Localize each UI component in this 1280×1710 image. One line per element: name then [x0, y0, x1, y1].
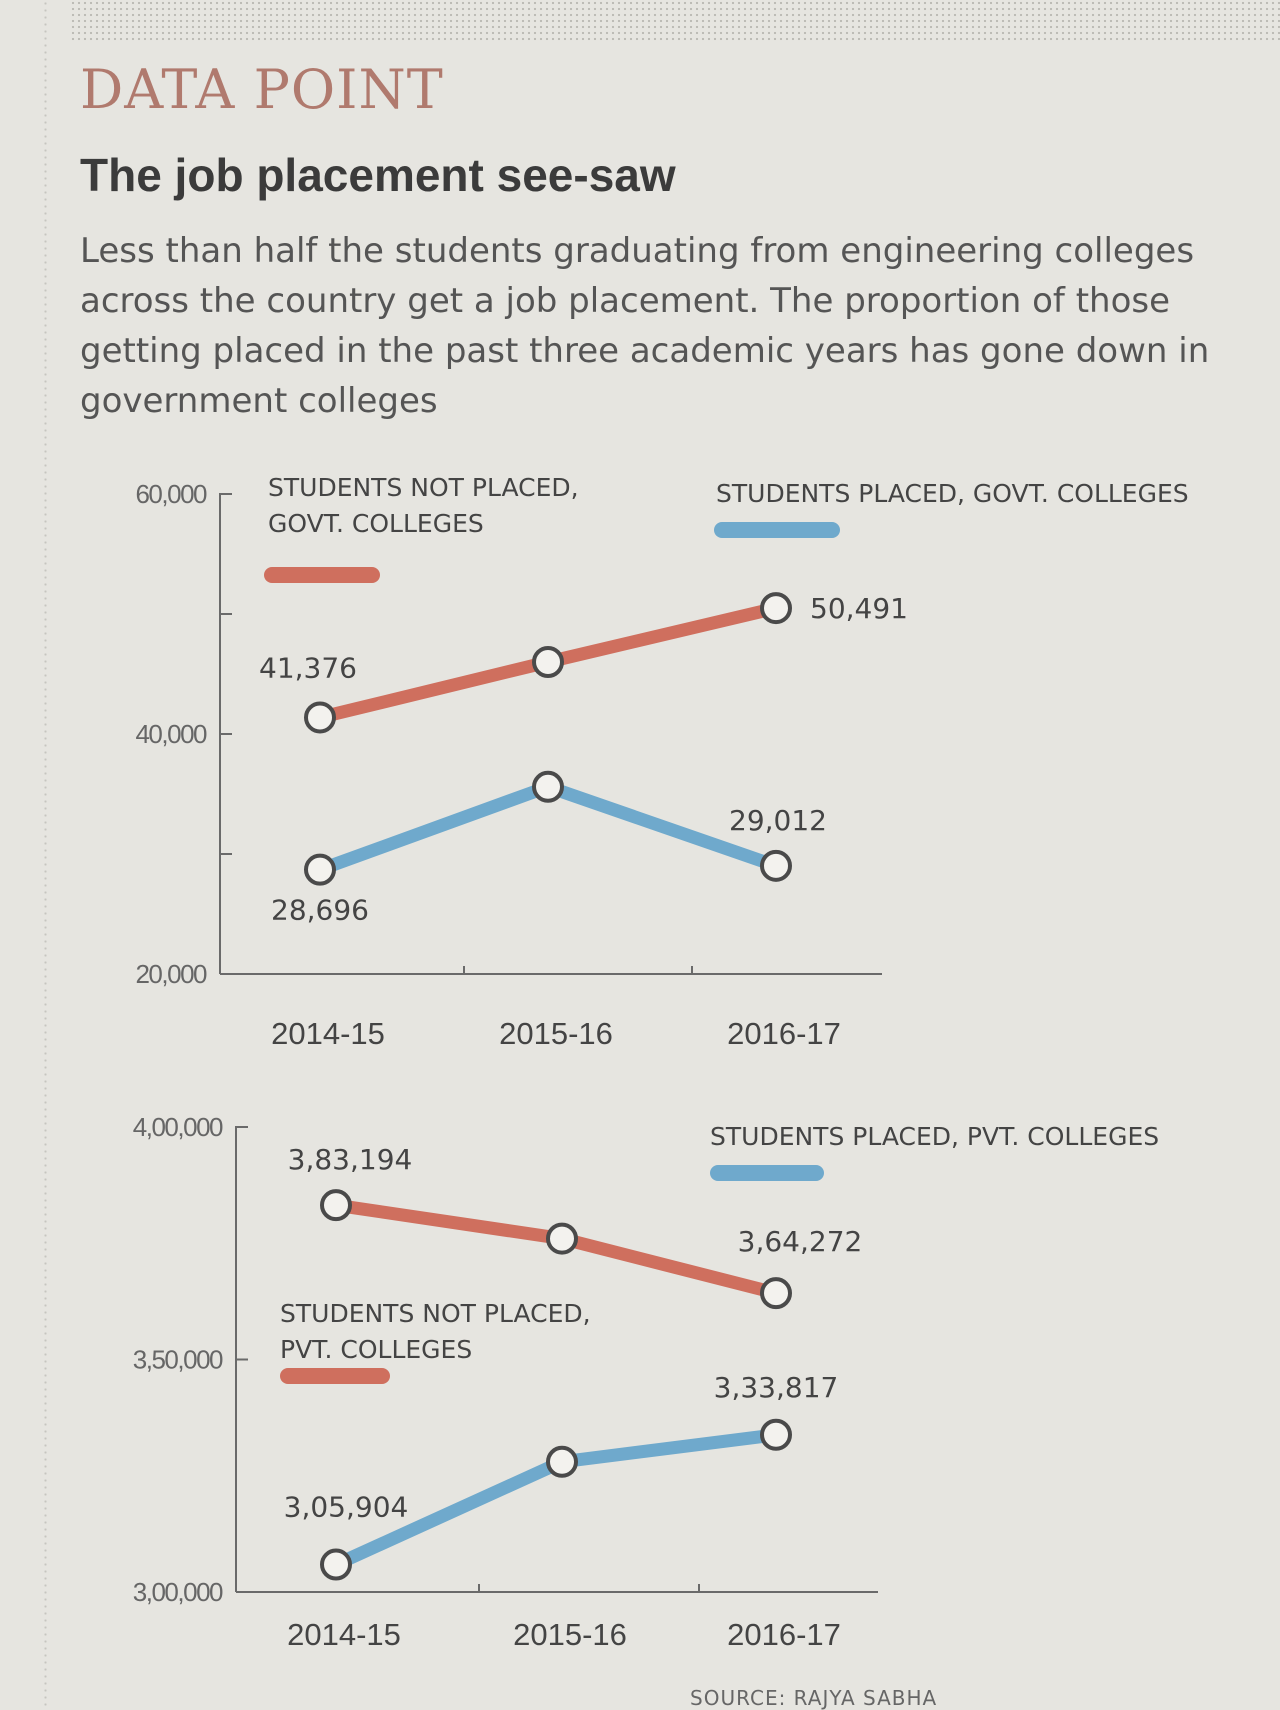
data-point-marker — [760, 1277, 792, 1310]
y-axis-line — [219, 493, 232, 974]
data-point-marker — [546, 1445, 578, 1478]
y-axis-line — [235, 1126, 248, 1592]
x-tick-label: 2015-16 — [499, 1016, 613, 1051]
y-tick-label: 60,000 — [135, 479, 207, 509]
top-dotted-border — [70, 0, 1280, 42]
data-point-marker — [532, 646, 564, 678]
x-tick-label: 2016-17 — [727, 1016, 841, 1051]
data-point-marker — [760, 849, 792, 882]
source-note: SOURCE: RAJYA SABHA — [690, 1686, 938, 1710]
page-title: The job placement see-saw — [80, 149, 676, 201]
y-tick-label: 3,50,000 — [133, 1345, 223, 1375]
data-label: 3,64,272 — [738, 1225, 863, 1258]
description-text: Less than half the students graduating f… — [80, 231, 1210, 421]
x-tick-label: 2016-17 — [727, 1617, 841, 1652]
legend-label: GOVT. COLLEGES — [268, 509, 484, 538]
data-label: 50,491 — [810, 592, 908, 625]
data-label: 41,376 — [259, 651, 357, 684]
data-label: 3,83,194 — [288, 1143, 413, 1176]
left-dotted-border — [0, 0, 52, 1707]
legend-label: STUDENTS PLACED, GOVT. COLLEGES — [716, 479, 1189, 508]
legend-label: STUDENTS PLACED, PVT. COLLEGES — [710, 1122, 1159, 1151]
data-label: 3,33,817 — [714, 1371, 839, 1404]
x-tick-label: 2015-16 — [513, 1617, 627, 1652]
legend-label: PVT. COLLEGES — [280, 1335, 472, 1364]
data-point-marker — [320, 1548, 352, 1581]
govt-colleges-chart: 20,000 40,000 60,000 2014-15 2015-16 2016-17 4… — [135, 473, 1189, 1051]
data-point-marker — [546, 1222, 578, 1255]
x-tick-label: 2014-15 — [287, 1617, 401, 1652]
data-label: 28,696 — [271, 894, 369, 927]
data-point-marker — [304, 853, 336, 886]
data-label: 3,05,904 — [284, 1491, 409, 1524]
data-point-marker — [532, 770, 564, 803]
data-point-marker — [760, 1418, 792, 1451]
legend-label: STUDENTS NOT PLACED, — [280, 1299, 591, 1328]
pvt-colleges-chart: 3,00,000 3,50,000 4,00,000 2014-15 2015-16 20… — [133, 1112, 1159, 1652]
x-tick-label: 2014-15 — [271, 1016, 385, 1051]
data-point-marker — [760, 592, 792, 625]
y-tick-label: 3,00,000 — [133, 1577, 223, 1607]
y-tick-label: 40,000 — [135, 719, 207, 749]
y-tick-label: 4,00,000 — [133, 1112, 223, 1142]
legend-label: STUDENTS NOT PLACED, — [268, 473, 579, 502]
data-point-marker — [304, 701, 336, 734]
section-kicker: DATA POINT — [80, 58, 444, 121]
data-label: 29,012 — [729, 804, 827, 837]
y-tick-label: 20,000 — [135, 959, 207, 989]
data-point-marker — [320, 1189, 352, 1222]
